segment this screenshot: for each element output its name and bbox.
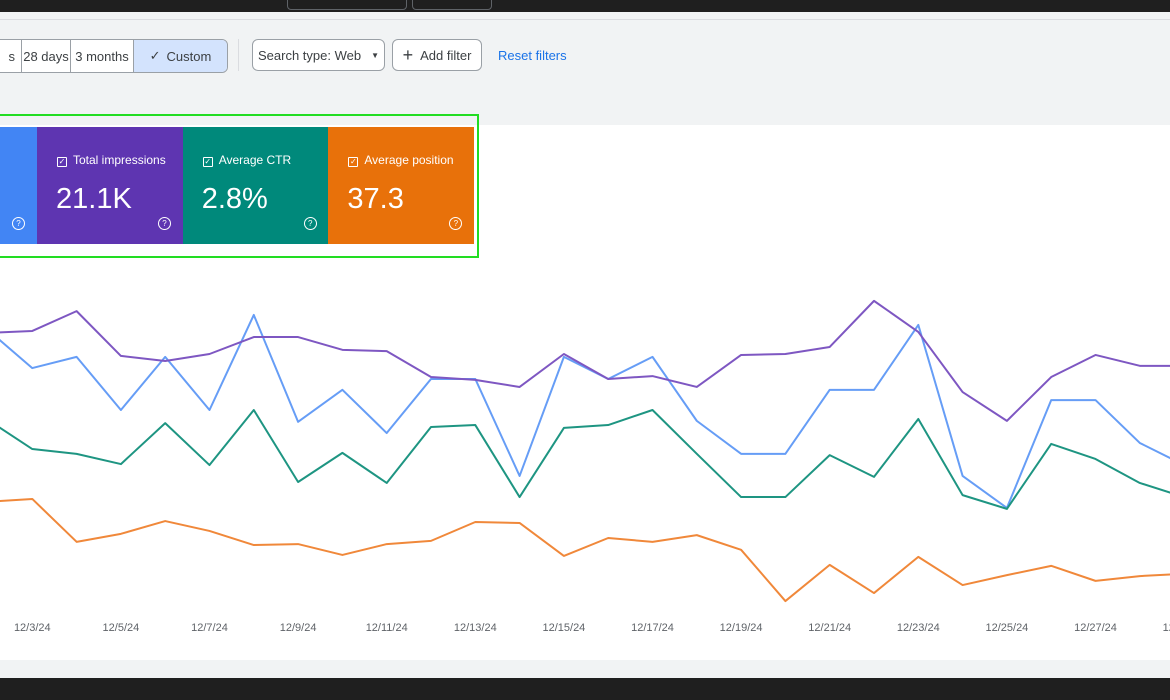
help-icon: ? (158, 217, 171, 230)
metric-card[interactable]: ✓ Total impressions 21.1K? (37, 127, 183, 244)
x-tick-label: 12/25/24 (985, 622, 1028, 634)
help-icon: ? (12, 217, 25, 230)
x-tick-label: 12/3/24 (14, 622, 51, 634)
x-tick-label: 12/29/24 (1163, 622, 1170, 634)
x-tick-label: 12/11/24 (366, 622, 408, 634)
series-line (0, 497, 1170, 603)
check-icon: ✓ (149, 48, 161, 63)
metric-card[interactable]: ✓ Average CTR 2.8%? (182, 127, 329, 244)
label-text: Average CTR (218, 153, 292, 167)
series-line (0, 299, 1170, 422)
reset-link[interactable]: Reset filters (498, 48, 567, 63)
date-range-group: s 28 days 3 months ✓ Custom (0, 39, 228, 73)
date-button[interactable]: 3 months (71, 40, 134, 72)
search-type-button[interactable]: Search type: Web ▼ (252, 39, 385, 71)
top-bar (0, 0, 1170, 12)
separator (238, 39, 239, 71)
date-button[interactable]: 28 days (22, 40, 71, 72)
label: Add filter (420, 47, 472, 63)
x-tick-label: 12/19/24 (720, 622, 763, 634)
x-tick-label: 12/21/24 (808, 622, 851, 634)
x-tick-label: 12/17/24 (631, 622, 674, 634)
chart: 12/3/24 12/5/24 12/7/24 12/9/24 12/11/24 12/1… (0, 299, 1170, 634)
card-clicks[interactable]: ? (0, 127, 37, 244)
card-value: 21.1K (56, 183, 132, 215)
label: Search type: Web (257, 47, 362, 63)
x-tick-label: 12/7/24 (191, 622, 228, 634)
label: Custom (166, 48, 212, 64)
date-button[interactable]: s (0, 40, 22, 72)
highlight-box (0, 114, 479, 258)
card-value: 37.3 (347, 183, 404, 215)
x-tick-label: 12/13/24 (454, 622, 497, 634)
series-line (0, 313, 1170, 509)
x-tick-label: 12/27/24 (1074, 622, 1117, 634)
label-text: Total impressions (73, 153, 166, 167)
metric-card[interactable]: ✓ Average position 37.3? (328, 127, 475, 244)
add-filter-button[interactable]: + Add filter (392, 39, 482, 71)
label-text: Average position (364, 153, 454, 167)
tab-outline (287, 0, 407, 10)
help-icon: ? (303, 217, 317, 230)
bottom-bar (0, 678, 1170, 700)
x-tick-label: 12/5/24 (103, 622, 140, 634)
series-line (0, 409, 1170, 510)
card-label: ✓ Average position (348, 153, 454, 167)
plus-icon: + (402, 44, 414, 65)
card-value: 2.8% (201, 183, 268, 215)
dropdown-arrow: ▼ (371, 50, 379, 60)
x-tick-label: 12/23/24 (897, 622, 940, 634)
tab-outline (412, 0, 492, 10)
help-icon: ? (449, 217, 463, 230)
checkbox-icon: ✓ (57, 157, 67, 167)
card-label: ✓ Total impressions (57, 153, 166, 167)
divider (0, 19, 1170, 20)
checkbox-icon: ✓ (202, 157, 213, 167)
card-label: ✓ Average CTR (202, 153, 292, 167)
x-tick-label: 12/9/24 (280, 622, 317, 634)
x-tick-label: 12/15/24 (542, 622, 585, 634)
checkbox-icon: ✓ (348, 157, 359, 167)
date-button-selected[interactable]: ✓ Custom (134, 40, 227, 72)
